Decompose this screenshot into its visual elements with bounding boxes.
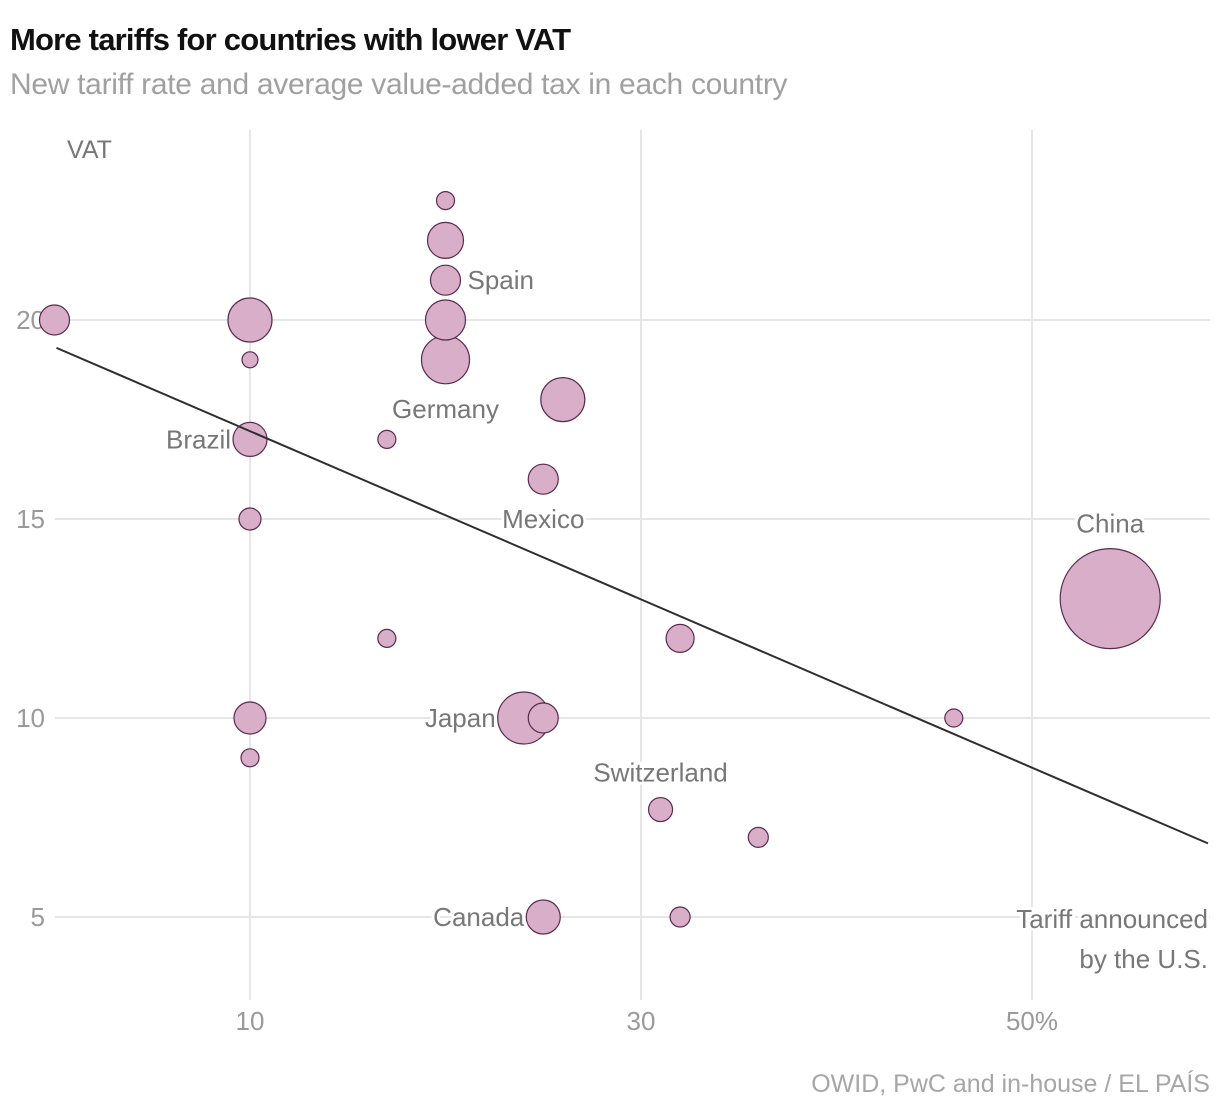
bubble-brazil	[232, 421, 268, 457]
x-axis-title: Tariff announced by the U.S.	[1013, 901, 1211, 977]
trend-line	[56, 346, 1209, 845]
country-label-mexico: Mexico	[502, 504, 584, 534]
x-axis-title-line: Tariff announced	[1016, 904, 1208, 934]
bubble	[240, 748, 260, 768]
x-tick-label: 30	[627, 1006, 656, 1036]
y-tick-label: 15	[16, 504, 45, 534]
x-gridlines	[249, 130, 1033, 1000]
x-axis-title-line: by the U.S.	[1079, 944, 1208, 974]
bubble	[540, 377, 586, 423]
x-tick-label: 10	[236, 1006, 265, 1036]
country-label-switzerland: Switzerland	[593, 758, 727, 788]
x-tick-labels: 10 30 50%	[236, 1006, 1058, 1036]
bubble	[241, 351, 259, 369]
country-label-canada: Canada	[433, 902, 525, 932]
bubble-mexico	[527, 463, 559, 495]
y-gridlines	[55, 319, 1210, 918]
bubble	[426, 221, 465, 259]
bubble	[665, 623, 695, 654]
bubble-spain	[429, 264, 462, 296]
bubble	[747, 826, 769, 849]
country-label-japan: Japan	[425, 703, 496, 733]
bubble-china	[1059, 547, 1161, 650]
bubble-canada	[525, 899, 561, 935]
source-note: OWID, PwC and in-house / EL PAÍS	[811, 1070, 1210, 1098]
bubble	[377, 628, 397, 649]
y-axis-title: VAT	[67, 136, 112, 164]
bubble	[233, 701, 267, 735]
bubble	[377, 429, 397, 449]
y-tick-label: 10	[16, 703, 45, 733]
country-labels: Brazil Spain Germany Mexico Japan Switzerland…	[163, 262, 1148, 935]
bubble	[38, 304, 71, 336]
bubble	[227, 297, 273, 343]
country-label-china: China	[1076, 509, 1144, 539]
bubbles	[38, 191, 1161, 935]
x-tick-label: 50%	[1006, 1006, 1058, 1036]
bubble	[669, 906, 691, 928]
y-tick-label: 5	[31, 902, 45, 932]
bubble	[424, 299, 467, 341]
country-label-brazil: Brazil	[166, 424, 231, 454]
chart-subtitle: New tariff rate and average value-added …	[10, 68, 788, 101]
bubble-switzerland	[647, 796, 674, 823]
country-label-spain: Spain	[468, 265, 535, 295]
bubble-germany	[420, 335, 471, 385]
country-label-germany: Germany	[392, 394, 499, 424]
bubble	[435, 191, 456, 211]
bubble	[238, 507, 262, 531]
chart-title: More tariffs for countries with lower VA…	[10, 22, 571, 57]
bubble	[527, 702, 559, 734]
bubble	[944, 708, 964, 728]
